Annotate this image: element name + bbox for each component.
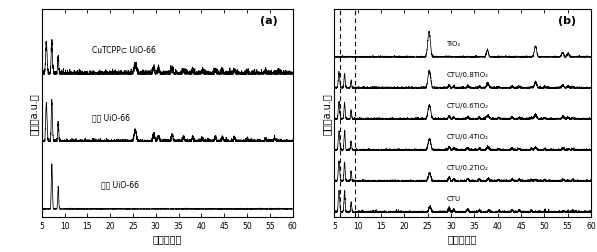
Text: CTU/0.2TiO₂: CTU/0.2TiO₂ bbox=[447, 165, 488, 171]
Text: CuTCPP⊂ UiO-66: CuTCPP⊂ UiO-66 bbox=[92, 45, 156, 54]
Text: CTU/0.6TiO₂: CTU/0.6TiO₂ bbox=[447, 103, 488, 109]
Text: CTU: CTU bbox=[447, 196, 460, 202]
Text: CTU/0.4TiO₂: CTU/0.4TiO₂ bbox=[447, 134, 488, 140]
Y-axis label: 强度（a.u.）: 强度（a.u.） bbox=[29, 92, 39, 134]
Text: 模拟 UiO-66: 模拟 UiO-66 bbox=[101, 180, 139, 189]
X-axis label: 角度（度）: 角度（度） bbox=[448, 233, 478, 243]
Text: TiO₂: TiO₂ bbox=[447, 41, 461, 47]
Y-axis label: 强度（a.u.）: 强度（a.u.） bbox=[322, 92, 331, 134]
X-axis label: 角度（度）: 角度（度） bbox=[152, 233, 182, 243]
Text: (a): (a) bbox=[260, 16, 278, 26]
Text: 实验 UiO-66: 实验 UiO-66 bbox=[92, 113, 130, 122]
Text: (b): (b) bbox=[558, 16, 576, 26]
Text: CTU/0.8TiO₂: CTU/0.8TiO₂ bbox=[447, 72, 488, 78]
